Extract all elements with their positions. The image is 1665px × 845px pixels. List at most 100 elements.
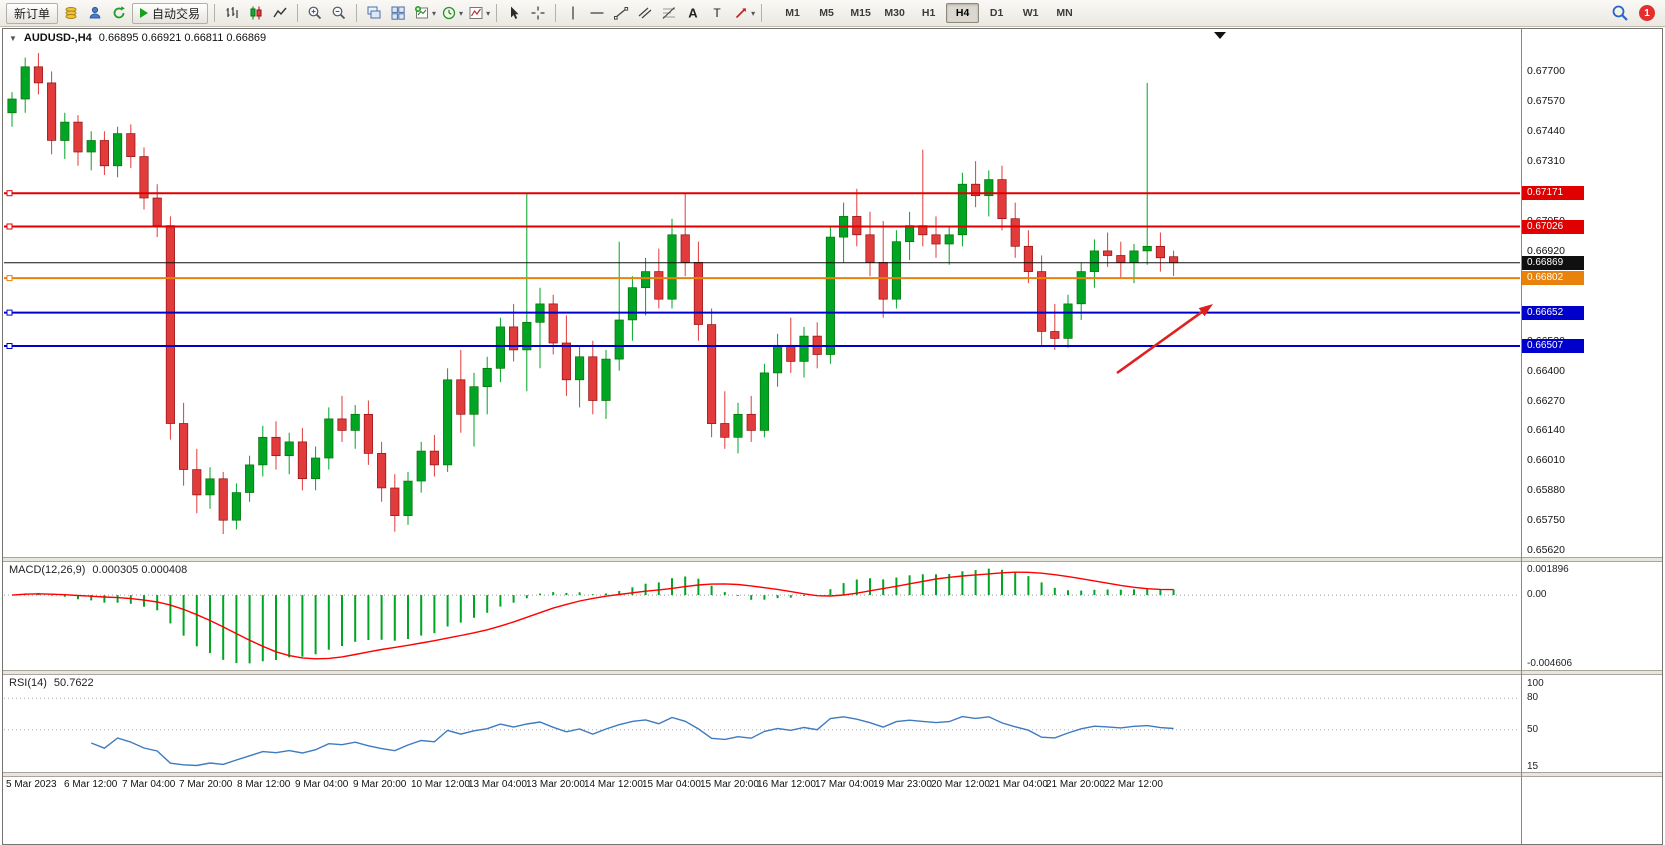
pane-separator[interactable] [3,670,1662,675]
timeframe-m1-button[interactable]: M1 [785,7,800,19]
autotrading-label: 自动交易 [152,6,201,21]
channel-tool-icon[interactable] [634,3,656,24]
time-axis-label: 15 Mar 20:00 [700,779,759,790]
time-axis-label: 21 Mar 04:00 [989,779,1048,790]
rsi-scale-label: 15 [1527,761,1539,772]
time-axis[interactable]: 5 Mar 2023 6 Mar 12:00 7 Mar 04:00 7 Mar 20… [4,777,1520,795]
timeframe-mn-button[interactable]: MN [1056,7,1073,19]
macd-canvas[interactable] [4,562,1520,670]
line-handle[interactable] [6,190,13,197]
price-tick-label: 0.65620 [1527,544,1565,556]
macd-scale-label: -0.004606 [1527,658,1573,669]
tile-windows-icon[interactable] [387,3,409,24]
time-axis-label: 20 Mar 12:00 [931,779,990,790]
coins-icon[interactable] [60,3,82,24]
timeframe-m15-button[interactable]: M15 [850,7,871,19]
time-axis-label: 13 Mar 20:00 [526,779,585,790]
chart-template-icon[interactable] [465,3,487,24]
dropdown-caret-icon[interactable]: ▾ [432,8,437,18]
price-tag-0.67171: 0.67171 [1522,186,1584,200]
bar-chart-icon[interactable] [221,3,243,24]
new-order-label: 新订单 [14,6,51,21]
cursor-icon[interactable] [503,3,525,24]
time-axis-label: 8 Mar 12:00 [237,779,291,790]
pane-separator[interactable] [3,772,1662,777]
time-axis-label: 6 Mar 12:00 [64,779,118,790]
dropdown-caret-icon[interactable]: ▾ [751,8,756,18]
price-tick-label: 0.67310 [1527,155,1565,167]
symbol-search-icon[interactable] [1609,3,1631,24]
chart-shift-marker[interactable] [1214,32,1226,39]
time-axis-label: 10 Mar 12:00 [411,779,470,790]
macd-scale-label: 0.00 [1527,589,1547,600]
timeframe-m30-button[interactable]: M30 [884,7,905,19]
zoom-in-icon[interactable] [304,3,326,24]
time-axis-label: 15 Mar 04:00 [642,779,701,790]
rsi-value: 50.7622 [53,677,94,689]
price-tag-0.66507: 0.66507 [1522,339,1584,353]
price-tick-label: 0.66140 [1527,424,1565,436]
chart-ohlc-quote: 0.66895 0.66921 0.66811 0.66869 [98,32,267,44]
toolbar-separator [496,4,498,22]
trendline-tool-icon[interactable] [610,3,632,24]
macd-scale-label: 0.001896 [1527,564,1569,575]
time-axis-label: 21 Mar 20:00 [1046,779,1105,790]
autotrading-button[interactable]: 自动交易 [132,2,209,24]
price-tick-label: 0.66920 [1527,245,1565,257]
label-tool-icon[interactable]: T [706,3,728,24]
timeframe-w1-button[interactable]: W1 [1022,7,1039,19]
svg-text:A: A [688,6,698,21]
macd-pane[interactable] [4,562,1520,670]
time-axis-label: 7 Mar 04:00 [122,779,176,790]
line-handle[interactable] [6,275,13,282]
line-handle[interactable] [6,343,13,349]
price-chart-canvas[interactable] [4,30,1520,557]
price-axis-divider [1521,29,1522,844]
zoom-out-icon[interactable] [328,3,350,24]
price-tick-label: 0.66010 [1527,454,1565,466]
rsi-canvas[interactable] [4,675,1520,772]
timeframe-d1-button[interactable]: D1 [989,7,1004,19]
price-tick-label: 0.67440 [1527,125,1565,137]
time-axis-label: 14 Mar 12:00 [584,779,643,790]
price-chart-pane[interactable] [4,30,1520,557]
notification-badge[interactable]: 1 [1639,5,1655,21]
chart-symbol-period: AUDUSD-,H4 [23,32,92,44]
macd-name: MACD(12,26,9) [9,564,86,576]
rsi-pane[interactable] [4,675,1520,772]
autotrading-play-icon [140,8,149,18]
pane-separator[interactable] [3,557,1662,562]
time-axis-label: 22 Mar 12:00 [1104,779,1163,790]
price-tick-label: 0.66400 [1527,365,1565,377]
accounts-icon[interactable] [84,3,106,24]
refresh-icon[interactable] [108,3,130,24]
horizontal-line-tool-icon[interactable] [586,3,608,24]
line-handle[interactable] [6,223,13,230]
toolbar-separator [297,4,299,22]
time-axis-label: 9 Mar 20:00 [353,779,407,790]
cascade-windows-icon[interactable] [363,3,385,24]
line-chart-icon[interactable] [269,3,291,24]
toolbar-separator [555,4,557,22]
trend-arrow[interactable] [1116,311,1203,375]
arrows-tool-icon[interactable] [730,3,752,24]
dropdown-caret-icon[interactable]: ▾ [486,8,491,18]
timeframe-h1-button[interactable]: H1 [921,7,936,19]
candlestick-chart-icon[interactable] [245,3,267,24]
line-handle[interactable] [6,309,13,316]
clock-icon[interactable] [438,3,460,24]
fibonacci-tool-icon[interactable] [658,3,680,24]
timeframe-h4-button[interactable]: H4 [946,3,980,23]
text-tool-icon[interactable]: A [682,3,704,24]
collapse-chart-icon[interactable]: ▼ [9,33,17,43]
price-tag-0.66652: 0.66652 [1522,306,1584,320]
price-tag-0.66802: 0.66802 [1522,271,1584,285]
dropdown-caret-icon[interactable]: ▾ [459,8,464,18]
time-axis-label: 7 Mar 20:00 [179,779,233,790]
vertical-line-tool-icon[interactable] [562,3,584,24]
crosshair-icon[interactable] [527,3,549,24]
rsi-scale-label: 50 [1527,724,1539,735]
new-chart-icon[interactable] [411,3,433,24]
timeframe-m5-button[interactable]: M5 [819,7,834,19]
new-order-button[interactable]: 新订单 [6,2,59,24]
